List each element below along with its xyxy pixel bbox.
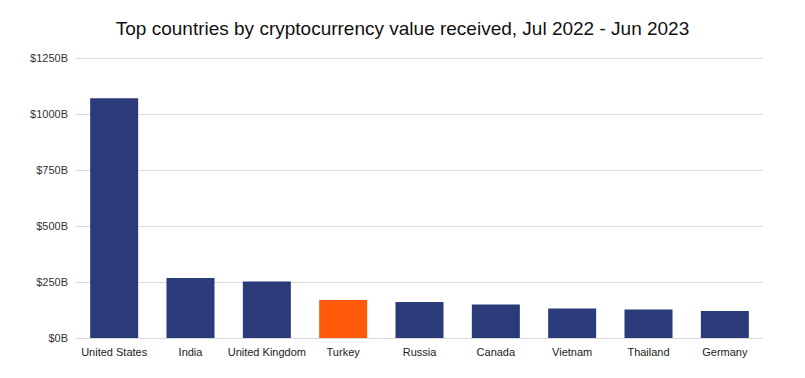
svg-text:Turkey: Turkey [327, 346, 361, 358]
svg-text:$250B: $250B [36, 276, 68, 288]
svg-text:$1000B: $1000B [30, 108, 68, 120]
svg-text:$500B: $500B [36, 220, 68, 232]
svg-text:India: India [179, 346, 204, 358]
svg-text:$0B: $0B [48, 332, 68, 344]
svg-text:United States: United States [81, 346, 148, 358]
svg-text:Germany: Germany [702, 346, 748, 358]
svg-text:$750B: $750B [36, 164, 68, 176]
svg-text:Russia: Russia [403, 346, 438, 358]
svg-text:Top countries by cryptocurrenc: Top countries by cryptocurrency value re… [116, 18, 689, 39]
svg-text:Vietnam: Vietnam [552, 346, 592, 358]
svg-text:United Kingdom: United Kingdom [228, 346, 306, 358]
svg-text:Canada: Canada [477, 346, 516, 358]
svg-text:Thailand: Thailand [627, 346, 669, 358]
svg-text:$1250B: $1250B [30, 52, 68, 64]
